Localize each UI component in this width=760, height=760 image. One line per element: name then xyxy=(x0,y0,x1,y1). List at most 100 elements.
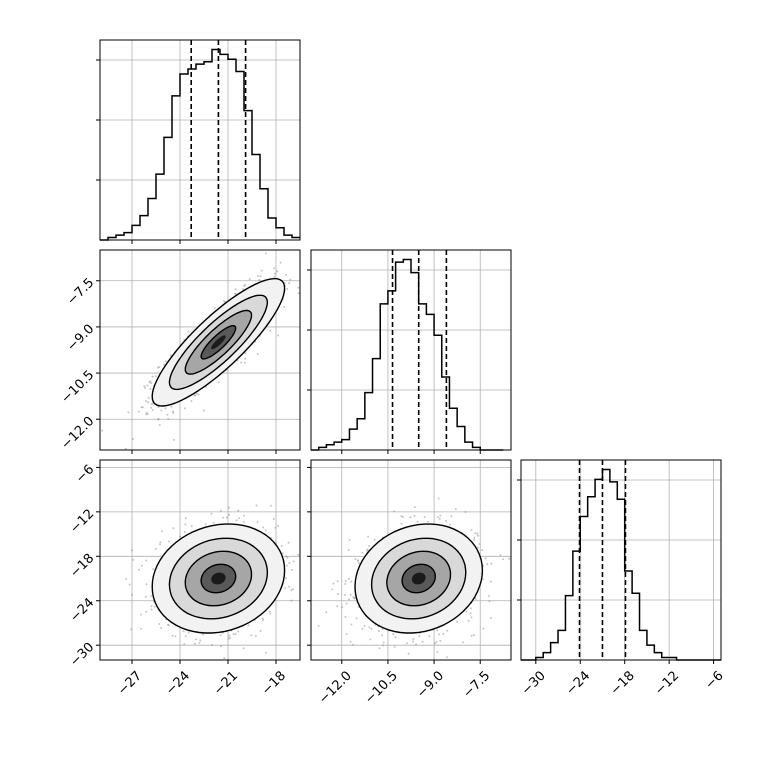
scatter-point xyxy=(260,269,263,272)
scatter-point xyxy=(476,532,479,535)
scatter-point xyxy=(345,633,348,636)
scatter-point xyxy=(202,409,205,412)
scatter-point xyxy=(291,568,294,571)
scatter-point xyxy=(331,588,334,591)
scatter-point xyxy=(273,275,276,278)
scatter-point xyxy=(159,541,162,544)
scatter-point xyxy=(243,285,246,287)
scatter-point xyxy=(488,600,491,603)
scatter-point xyxy=(228,513,231,516)
histogram-panel-3 xyxy=(517,459,722,661)
scatter-point xyxy=(382,644,385,647)
scatter-point xyxy=(184,635,187,638)
scatter-point xyxy=(290,589,293,592)
scatter-point xyxy=(368,545,371,547)
scatter-point xyxy=(290,599,293,602)
y-tick-label: −12 xyxy=(67,507,97,537)
scatter-point xyxy=(235,519,238,522)
scatter-point xyxy=(473,538,476,541)
scatter-point xyxy=(144,400,147,402)
scatter-point xyxy=(151,375,154,378)
scatter-point xyxy=(140,406,143,409)
joint-plot-area xyxy=(100,460,307,660)
scatter-point xyxy=(145,411,148,414)
scatter-point xyxy=(450,515,453,518)
scatter-point xyxy=(258,278,261,281)
contour-line-3 xyxy=(386,550,452,607)
y-tick-label: −24 xyxy=(67,595,97,625)
scatter-point xyxy=(256,275,259,278)
scatter-point xyxy=(212,521,215,524)
joint-panel-2 xyxy=(99,459,307,661)
scatter-point xyxy=(352,596,355,599)
scatter-point xyxy=(272,518,275,520)
scatter-point xyxy=(357,559,359,562)
scatter-point xyxy=(144,595,147,598)
scatter-point xyxy=(143,385,146,388)
scatter-point xyxy=(157,406,160,408)
scatter-point xyxy=(287,541,290,544)
scatter-point xyxy=(151,409,154,412)
scatter-point xyxy=(489,617,492,620)
scatter-point xyxy=(446,629,449,632)
scatter-point xyxy=(220,509,222,512)
scatter-point xyxy=(361,551,364,554)
scatter-point xyxy=(304,273,306,275)
scatter-point xyxy=(284,587,287,590)
scatter-point xyxy=(237,630,240,633)
scatter-point xyxy=(242,647,245,650)
scatter-point xyxy=(347,578,350,580)
scatter-point xyxy=(149,380,152,383)
scatter-point xyxy=(202,633,204,636)
scatter-point xyxy=(145,413,147,416)
scatter-point xyxy=(147,396,150,399)
scatter-point xyxy=(268,610,271,613)
scatter-point xyxy=(353,596,356,599)
scatter-point xyxy=(428,635,431,638)
scatter-point xyxy=(301,276,303,278)
scatter-point xyxy=(481,578,484,581)
scatter-point xyxy=(228,634,231,637)
scatter-point xyxy=(382,641,385,644)
scatter-point xyxy=(502,558,505,561)
y-tick-label: −9.0 xyxy=(64,322,97,355)
histogram-panel-2 xyxy=(307,249,512,451)
scatter-point xyxy=(158,424,161,426)
y-tick-label: −18 xyxy=(67,551,97,581)
x-tick-label: −30 xyxy=(519,668,549,698)
scatter-point xyxy=(179,535,181,538)
scatter-point xyxy=(344,580,347,583)
scatter-point xyxy=(124,447,127,450)
scatter-point xyxy=(197,393,200,396)
scatter-point xyxy=(486,563,488,566)
scatter-point xyxy=(356,559,359,562)
scatter-point xyxy=(477,534,480,537)
scatter-point xyxy=(182,630,185,633)
scatter-point xyxy=(370,627,373,630)
scatter-point xyxy=(288,282,291,285)
scatter-point xyxy=(336,605,339,608)
scatter-point xyxy=(277,334,280,337)
histogram-step-line xyxy=(521,468,721,661)
scatter-point xyxy=(355,617,358,620)
scatter-point xyxy=(393,510,395,513)
scatter-point xyxy=(393,645,396,648)
scatter-point xyxy=(305,563,307,565)
joint-panel-3 xyxy=(310,459,512,661)
scatter-point xyxy=(461,641,464,644)
scatter-point xyxy=(381,634,384,637)
scatter-point xyxy=(154,375,157,378)
scatter-point xyxy=(170,405,173,408)
scatter-point xyxy=(285,564,288,567)
contour-line-3 xyxy=(184,309,253,375)
scatter-point xyxy=(195,638,197,641)
scatter-point xyxy=(210,512,213,515)
joint-plot-area xyxy=(311,460,511,660)
scatter-point xyxy=(163,363,166,366)
scatter-point xyxy=(174,635,177,638)
x-tick-label: −9.0 xyxy=(414,668,447,701)
scatter-point xyxy=(285,555,288,558)
scatter-point xyxy=(152,402,154,405)
x-tick-label: −27 xyxy=(115,668,145,698)
scatter-point xyxy=(474,532,477,535)
